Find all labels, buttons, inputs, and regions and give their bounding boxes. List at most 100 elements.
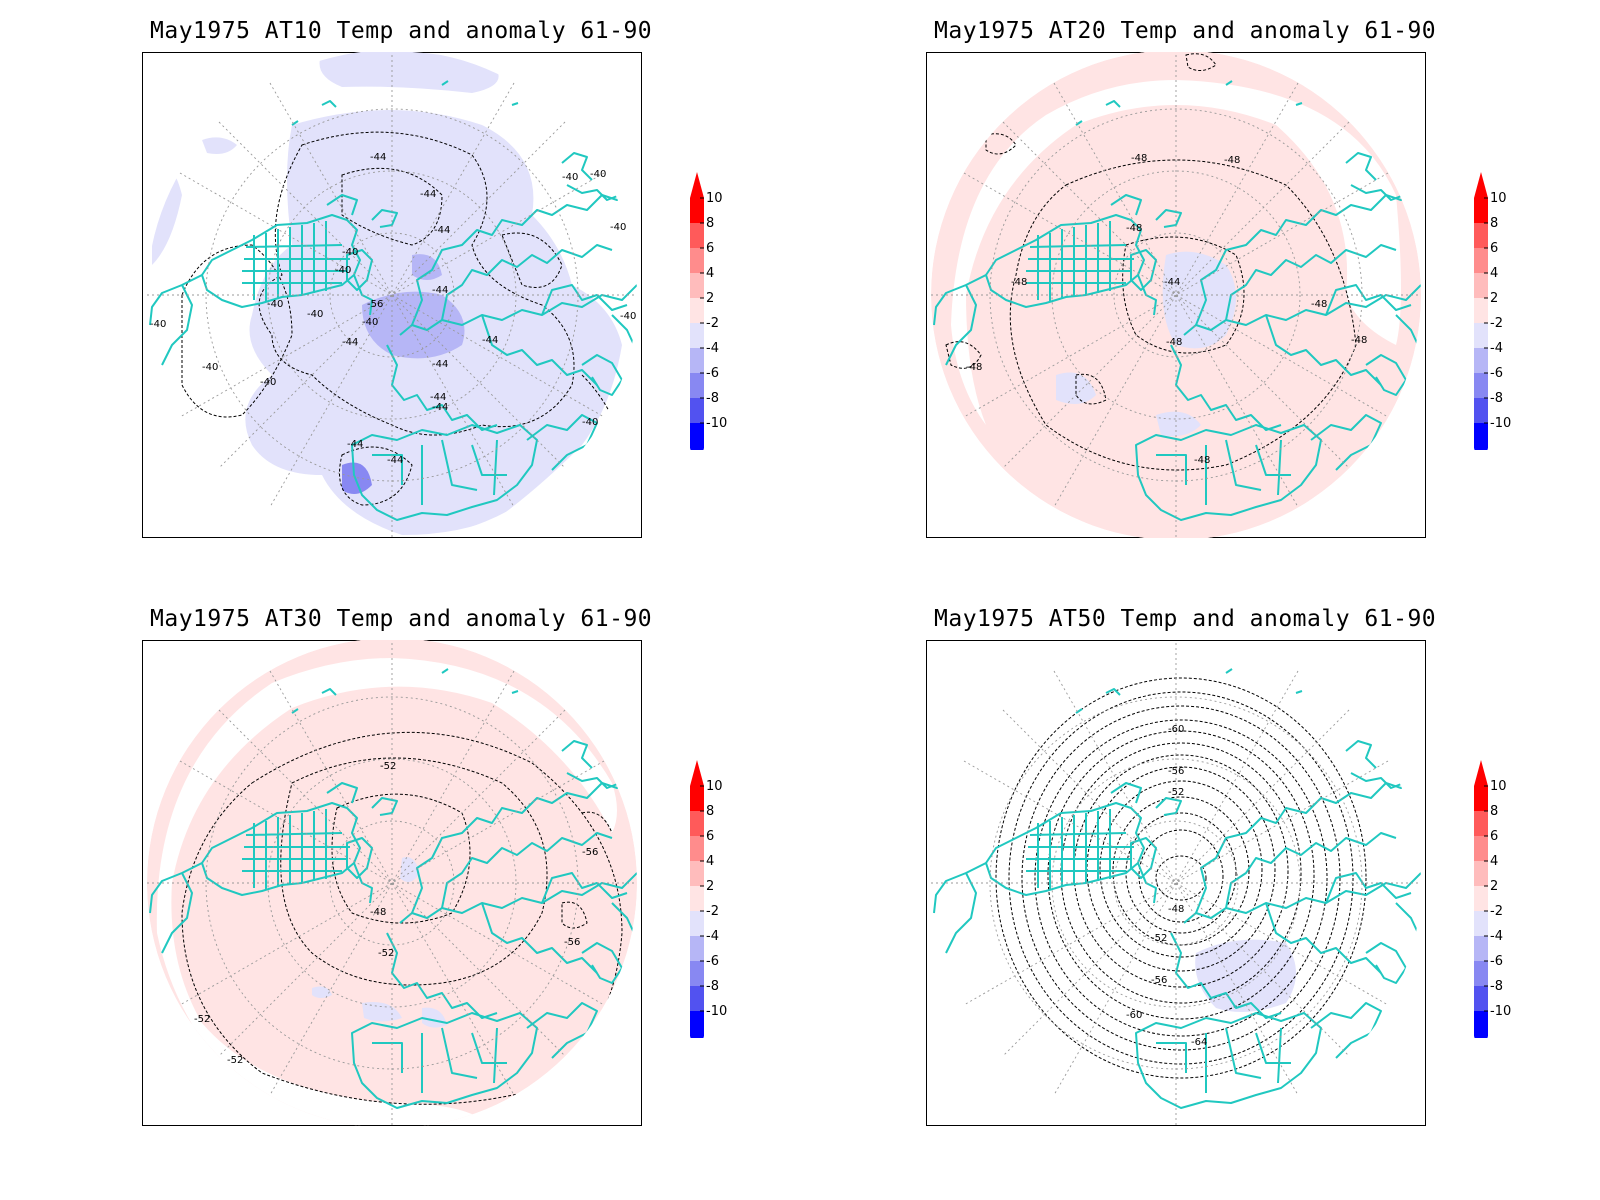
colorbar-tick-label: 4 (706, 266, 714, 281)
colorbar-segment (690, 836, 704, 861)
contour-labels: -52 -56 -56 -48 -52 -52 -52 (194, 761, 598, 1066)
svg-text:-48: -48 (1168, 904, 1184, 915)
colorbar-segment (1474, 423, 1488, 448)
colorbar-tick-label: -8 (1490, 391, 1503, 406)
colorbar-tick-label: 8 (706, 804, 714, 819)
colorbar-segment (690, 198, 704, 223)
colorbar-segment (1474, 198, 1488, 223)
colorbar-arrow-bottom (690, 1036, 704, 1038)
colorbar-tick-label: -6 (706, 954, 719, 969)
svg-text:-60: -60 (1126, 1010, 1142, 1021)
colorbar-arrow-bottom (1474, 448, 1488, 450)
colorbar-segment (1474, 323, 1488, 348)
colorbar-segment (690, 323, 704, 348)
svg-text:-44: -44 (347, 439, 363, 450)
svg-text:-56: -56 (1151, 975, 1167, 986)
svg-text:-56: -56 (564, 937, 580, 948)
svg-text:-44: -44 (432, 359, 448, 370)
contour-labels: -60 -56 -52 -48 -52 -56 -60 -64 (1126, 724, 1207, 1048)
panel-title: May1975 AT30 Temp and anomaly 61-90 (150, 606, 653, 632)
colorbar-segment (690, 398, 704, 423)
svg-text:-44: -44 (432, 285, 448, 296)
colorbar-segment (1474, 811, 1488, 836)
colorbar-segment (690, 423, 704, 448)
svg-text:-44: -44 (434, 225, 450, 236)
svg-text:-44: -44 (1164, 277, 1180, 288)
svg-text:-40: -40 (202, 362, 218, 373)
colorbar-tick-label: 2 (1490, 879, 1498, 894)
svg-text:-40: -40 (362, 317, 378, 328)
colorbar-segment (690, 936, 704, 961)
colorbar-tick-label: -4 (706, 929, 719, 944)
colorbar-segment (690, 786, 704, 811)
svg-text:-48: -48 (370, 907, 386, 918)
colorbar-segment (690, 986, 704, 1011)
svg-text:-48: -48 (1224, 155, 1240, 166)
polar-map-at10: -44 -40 -40 -44 -44 -40 -40 -40 -40 -40 … (142, 52, 642, 538)
svg-text:-56: -56 (1168, 766, 1184, 777)
colorbar-tick-label: -6 (1490, 954, 1503, 969)
svg-text:-40: -40 (620, 311, 636, 322)
svg-text:-48: -48 (1311, 299, 1327, 310)
colorbar-tick-label: 10 (706, 191, 723, 206)
svg-text:-44: -44 (387, 455, 403, 466)
colorbar-segment (690, 273, 704, 298)
colorbar-tick-label: 2 (706, 291, 714, 306)
colorbar-segment (1474, 861, 1488, 886)
colorbar-tick-label: -8 (1490, 979, 1503, 994)
svg-text:-48: -48 (1131, 153, 1147, 164)
colorbar-tick-label: -2 (1490, 904, 1503, 919)
svg-text:-52: -52 (227, 1055, 243, 1066)
polar-map-at20: -48 -48 -48 -48 -44 -48 -48 -48 -48 -48 (926, 52, 1426, 538)
colorbar-tick-label: -6 (706, 366, 719, 381)
colorbar-tick-label: -8 (706, 391, 719, 406)
svg-text:-48: -48 (1166, 337, 1182, 348)
colorbar-tick-label: 8 (1490, 804, 1498, 819)
colorbar-tick-label: 2 (706, 879, 714, 894)
svg-text:-40: -40 (582, 417, 598, 428)
panel-title: May1975 AT20 Temp and anomaly 61-90 (934, 18, 1437, 44)
svg-text:-52: -52 (194, 1014, 210, 1025)
colorbar: 10 8 6 4 2 -2 -4 -6 -8 -10 (690, 760, 727, 1038)
contour-labels: -48 -48 -48 -48 -44 -48 -48 -48 -48 -48 (966, 153, 1367, 466)
svg-text:-48: -48 (1351, 335, 1367, 346)
svg-text:-40: -40 (260, 377, 276, 388)
colorbar-tick-label: 6 (706, 829, 714, 844)
colorbar-segment (690, 886, 704, 911)
colorbar-tick-label: -10 (1490, 1004, 1511, 1019)
colorbar-segment (1474, 348, 1488, 373)
svg-text:-52: -52 (1151, 933, 1167, 944)
panel-title: May1975 AT50 Temp and anomaly 61-90 (934, 606, 1437, 632)
colorbar-segment (1474, 836, 1488, 861)
colorbar-segment (1474, 273, 1488, 298)
colorbar-tick-label: -4 (1490, 929, 1503, 944)
colorbar-segment (690, 223, 704, 248)
svg-text:-40: -40 (335, 265, 351, 276)
colorbar-tick-label: 4 (1490, 854, 1498, 869)
svg-text:-48: -48 (1011, 277, 1027, 288)
colorbar-segment (690, 298, 704, 323)
colorbar-segment (1474, 786, 1488, 811)
colorbar-arrow-top (1474, 172, 1488, 198)
svg-text:-60: -60 (1168, 724, 1184, 735)
colorbar-segment (1474, 223, 1488, 248)
colorbar-tick-label: -2 (706, 316, 719, 331)
svg-text:-40: -40 (307, 309, 323, 320)
colorbar-tick-label: 4 (706, 854, 714, 869)
colorbar-tick-label: -8 (706, 979, 719, 994)
colorbar: 10 8 6 4 2 -2 -4 -6 -8 -10 (1474, 760, 1511, 1038)
svg-text:-44: -44 (420, 189, 436, 200)
svg-text:-52: -52 (1168, 787, 1184, 798)
colorbar-tick-label: 4 (1490, 266, 1498, 281)
colorbar-tick-label: 10 (1490, 779, 1507, 794)
colorbar-tick-label: -10 (706, 416, 727, 431)
colorbar-segment (1474, 986, 1488, 1011)
colorbar-tick-label: 6 (1490, 829, 1498, 844)
colorbar-segment (690, 348, 704, 373)
contour-labels: -44 -40 -40 -44 -44 -40 -40 -40 -40 -40 … (150, 152, 636, 466)
colorbar-tick-label: 10 (706, 779, 723, 794)
colorbar-tick-label: 8 (1490, 216, 1498, 231)
colorbar-segment (1474, 298, 1488, 323)
colorbar-segment (1474, 373, 1488, 398)
colorbar-segment (1474, 961, 1488, 986)
